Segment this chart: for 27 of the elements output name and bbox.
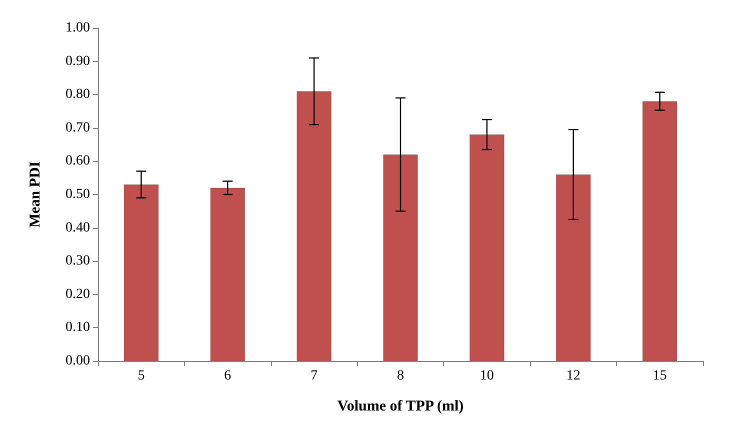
y-tick-label: 1.00	[66, 20, 90, 36]
bar	[556, 174, 591, 361]
x-axis-title: Volume of TPP (ml)	[337, 398, 464, 414]
x-tick-label: 15	[652, 368, 667, 384]
bar	[124, 184, 158, 361]
x-tick-label: 7	[310, 368, 318, 384]
bar	[296, 91, 332, 361]
x-tick-label: 5	[138, 368, 145, 384]
y-tick-label: 0.40	[66, 220, 90, 236]
x-tick-label: 6	[224, 368, 232, 384]
y-tick-label: 0.20	[66, 286, 90, 302]
x-tick-label: 8	[397, 368, 404, 384]
bar	[210, 188, 245, 361]
bar	[470, 134, 504, 361]
y-tick-label: 0.70	[66, 120, 90, 136]
x-tick-label: 10	[480, 368, 494, 384]
bar	[383, 154, 418, 361]
y-axis-title: Mean PDI	[28, 161, 44, 228]
y-tick-label: 0.90	[66, 54, 90, 69]
y-tick-label: 0.00	[66, 354, 90, 368]
y-tick-label: 0.50	[66, 187, 90, 202]
y-tick-label: 0.60	[66, 154, 90, 169]
y-tick-label: 0.80	[66, 87, 90, 102]
y-tick-label: 0.10	[66, 320, 90, 336]
bar	[642, 101, 678, 361]
x-tick-label: 12	[566, 368, 580, 384]
y-tick-label: 0.30	[66, 254, 90, 269]
